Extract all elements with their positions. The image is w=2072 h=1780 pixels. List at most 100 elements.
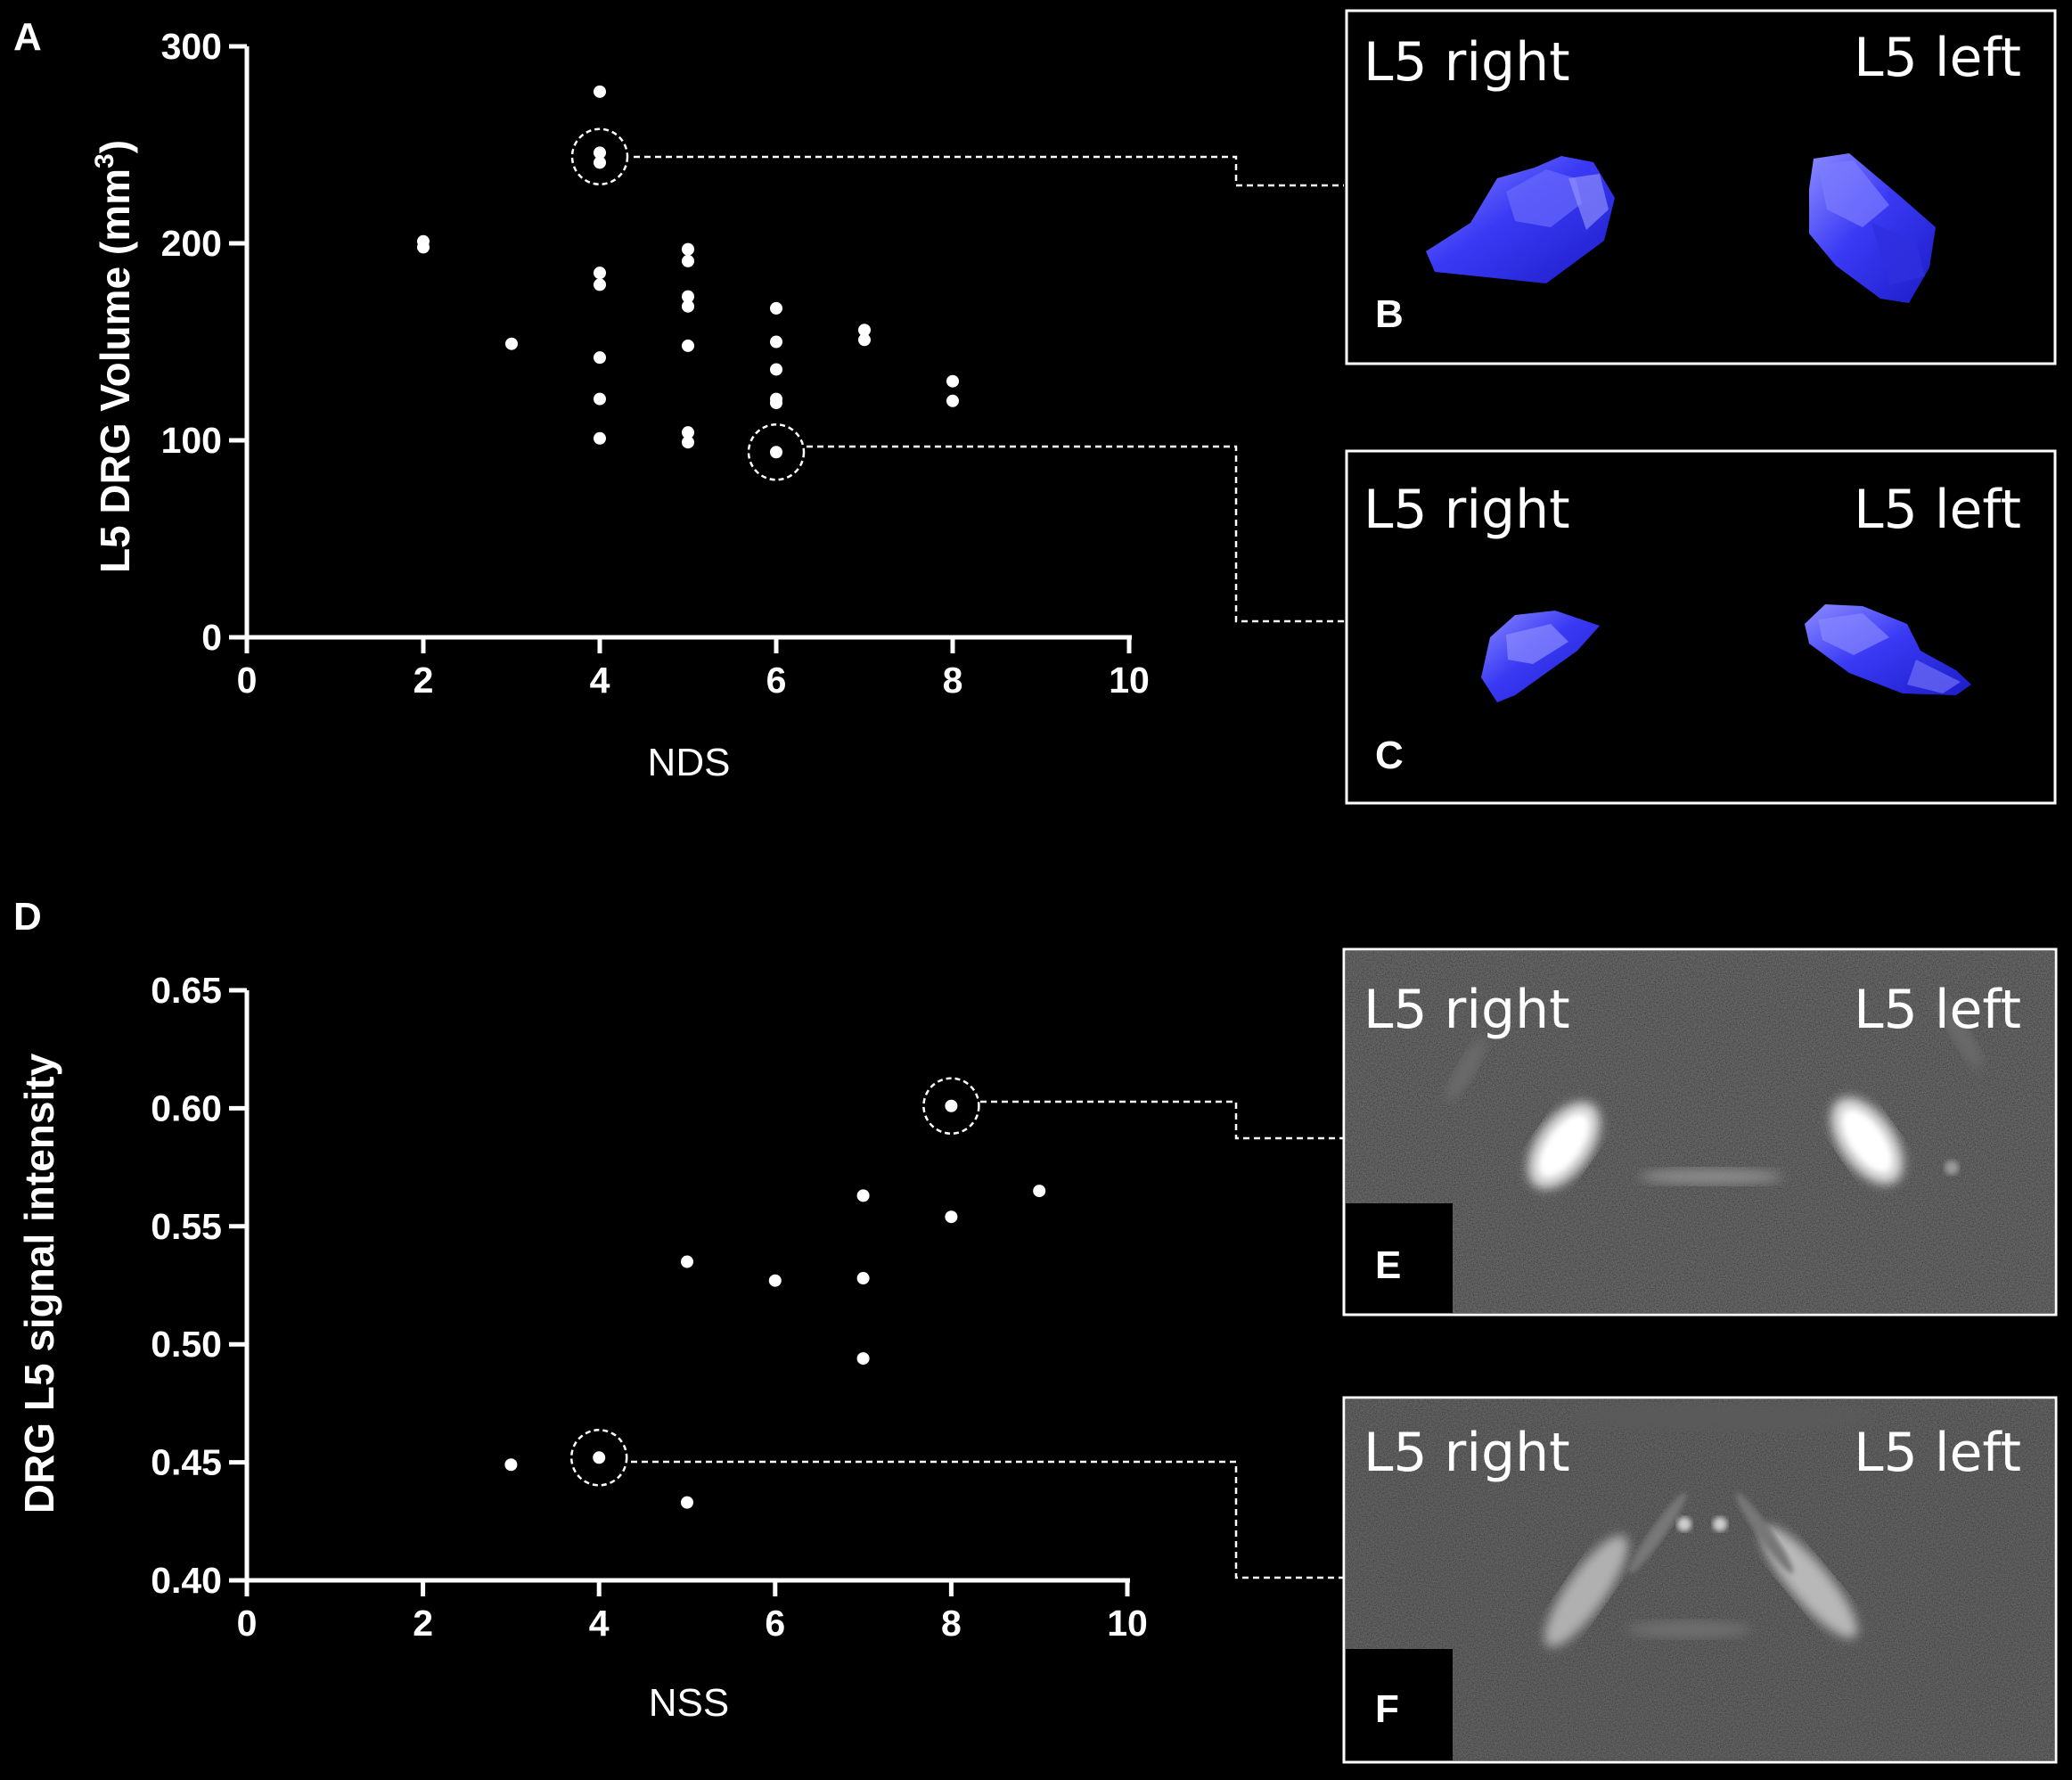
data-point <box>682 426 694 439</box>
data-point <box>682 290 694 303</box>
data-point <box>770 363 782 376</box>
inset-f-letter: F <box>1375 1687 1399 1731</box>
data-point <box>594 278 606 291</box>
data-point <box>594 351 606 365</box>
inset-c-render-right <box>1481 611 1600 702</box>
highlight-circle <box>922 1077 980 1136</box>
data-point <box>946 374 959 388</box>
inset-f-mri-image <box>1346 1399 2054 1760</box>
inset-f-label-left: L5 left <box>1854 1422 2021 1484</box>
y-tick-label: 200 <box>161 223 222 264</box>
y-tick-label: 0.55 <box>151 1206 222 1247</box>
x-tick-label: 6 <box>765 1603 785 1644</box>
data-point <box>681 1255 693 1268</box>
chart-a-y-axis-title-superscript: 3 <box>90 153 119 168</box>
x-tick-label: 4 <box>590 660 610 701</box>
highlight-circle <box>569 1429 628 1487</box>
inset-b: L5 right L5 left B <box>1345 9 2057 365</box>
data-point <box>945 1099 958 1112</box>
inset-b-render-right <box>1426 156 1615 283</box>
data-point <box>682 339 694 352</box>
inset-e-letter: E <box>1375 1243 1401 1287</box>
inset-c-label-right: L5 right <box>1364 479 1570 541</box>
data-point <box>856 1352 870 1366</box>
y-tick-label: 0.45 <box>151 1442 222 1483</box>
data-point <box>594 146 606 160</box>
inset-f-label-right: L5 right <box>1364 1422 1570 1484</box>
data-point <box>945 1210 958 1224</box>
y-tick-label: 0.40 <box>151 1560 222 1601</box>
y-tick-label: 300 <box>161 26 222 67</box>
data-point <box>856 1189 870 1202</box>
data-point <box>681 1496 693 1509</box>
x-tick-label: 2 <box>414 660 434 701</box>
data-point <box>594 156 606 169</box>
x-tick-label: 10 <box>1107 1603 1148 1644</box>
highlight-circle <box>570 127 629 186</box>
leader-line-b <box>634 155 1344 187</box>
inset-c: L5 right L5 left C <box>1345 449 2057 805</box>
inset-c-label-left: L5 left <box>1854 479 2021 541</box>
data-point <box>770 301 782 315</box>
x-tick-label: 10 <box>1109 660 1150 701</box>
inset-b-letter: B <box>1375 292 1404 336</box>
data-point <box>505 337 518 350</box>
data-point <box>770 397 782 410</box>
data-point <box>682 436 694 449</box>
data-point <box>417 241 430 254</box>
inset-e-label-left: L5 left <box>1854 979 2021 1041</box>
inset-e: L5 right L5 left E <box>1342 947 2058 1317</box>
chart-d: 0 2 4 6 8 10 0.40 0.45 0.50 0.55 0.60 0.65 NSS DRG … <box>16 970 1148 1725</box>
inset-e-label-right: L5 right <box>1364 979 1570 1041</box>
chart-d-ticks: 0 2 4 6 8 10 0.40 0.45 0.50 0.55 0.60 0.65 <box>151 970 1148 1644</box>
data-point <box>594 267 606 280</box>
inset-c-letter: C <box>1375 734 1404 777</box>
panel-letter-a: A <box>13 15 42 59</box>
data-point <box>858 333 871 347</box>
inset-b-label-right: L5 right <box>1364 31 1570 94</box>
inset-f: L5 right L5 left F <box>1342 1396 2058 1764</box>
x-tick-label: 8 <box>941 1603 962 1644</box>
x-tick-label: 4 <box>589 1603 610 1644</box>
y-tick-label: 100 <box>161 420 222 461</box>
x-tick-label: 8 <box>943 660 963 701</box>
y-tick-label: 0.65 <box>151 970 222 1011</box>
leader-line-c <box>807 445 1344 623</box>
data-point <box>1033 1185 1046 1198</box>
highlight-circle <box>747 423 806 481</box>
data-point <box>770 335 782 349</box>
inset-c-frame <box>1345 449 2057 805</box>
data-point <box>946 394 959 407</box>
data-point <box>594 431 606 445</box>
x-tick-label: 0 <box>237 1603 258 1644</box>
data-point <box>682 299 694 313</box>
data-point <box>594 392 606 406</box>
y-tick-label: 0 <box>201 617 222 658</box>
chart-a-x-axis-title: NDS <box>648 741 731 784</box>
chart-d-highlights <box>569 1077 980 1487</box>
chart-d-points <box>504 1099 1046 1509</box>
inset-b-render-left <box>1809 153 1936 303</box>
leader-line-f <box>631 1460 1344 1579</box>
chart-a-y-axis-title: L5 DRG Volume (mm3) <box>90 140 138 573</box>
chart-d-x-axis-title: NSS <box>649 1681 729 1725</box>
data-point <box>594 85 606 98</box>
x-tick-label: 6 <box>766 660 787 701</box>
leader-line-e <box>980 1100 1344 1140</box>
inset-b-label-left: L5 left <box>1854 27 2021 89</box>
x-tick-label: 0 <box>237 660 258 701</box>
chart-a-points <box>417 85 959 459</box>
inset-b-frame <box>1345 9 2057 365</box>
data-point <box>682 254 694 267</box>
data-point <box>770 446 782 459</box>
chart-a-y-axis-title-suffix: ) <box>92 140 138 153</box>
data-point <box>504 1458 518 1472</box>
y-tick-label: 0.50 <box>151 1324 222 1365</box>
data-point <box>768 1274 782 1287</box>
data-point <box>593 1451 606 1464</box>
data-point <box>856 1272 870 1285</box>
inset-e-mri-image <box>1346 951 2054 1313</box>
